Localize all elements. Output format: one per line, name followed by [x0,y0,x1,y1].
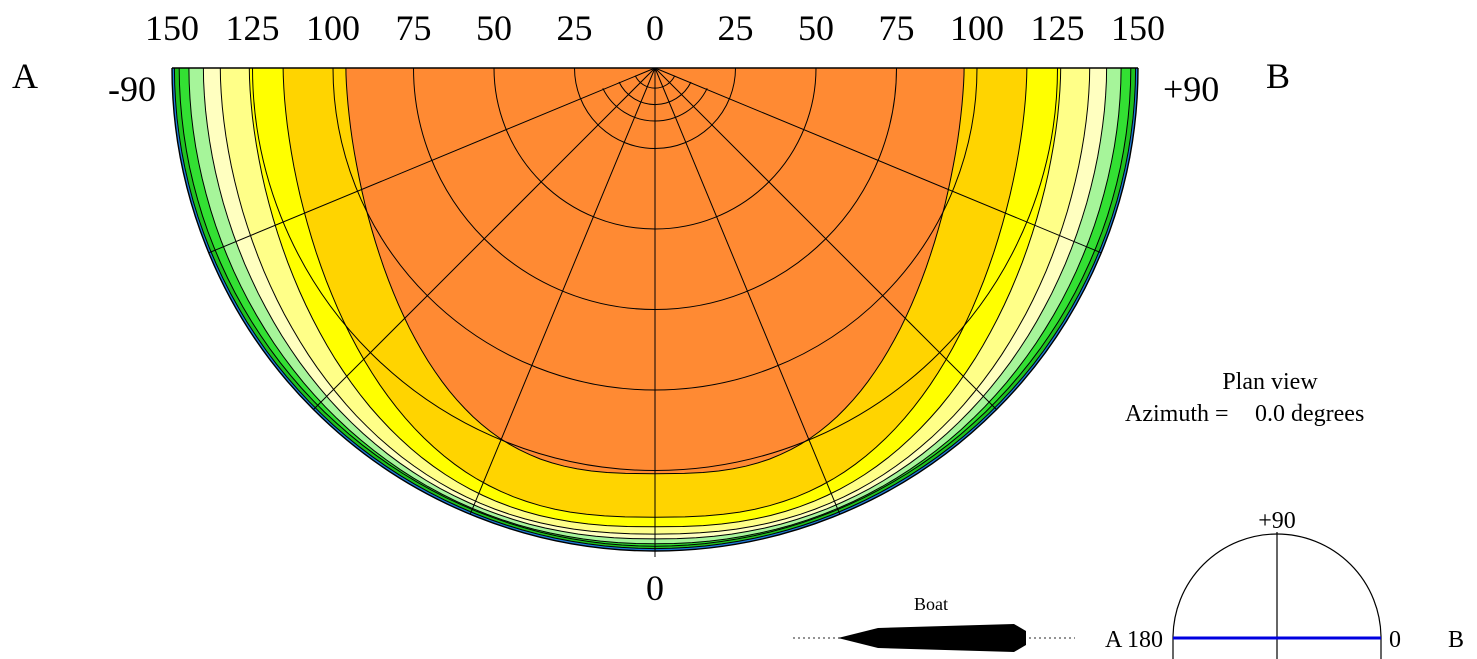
right-angle-label: +90 [1163,69,1219,109]
azimuth-label: Azimuth = [1125,401,1229,427]
angle-spoke [208,67,656,254]
inset-top-label: +90 [1258,508,1296,534]
contour-line-3 [188,67,1122,545]
boat-label: Boat [914,594,948,614]
polar-coverage-plot [171,67,1139,557]
angle-spoke [654,67,841,515]
range-tick-label: 100 [950,8,1004,48]
range-tick-label: 125 [1031,8,1085,48]
contour-line-2 [178,67,1132,547]
contour-line-4 [202,67,1108,540]
bottom-angle-label: 0 [646,568,664,608]
range-tick-label: 50 [476,8,512,48]
angle-spoke [313,67,656,410]
side-b-label: B [1266,56,1290,96]
range-tick-label: 125 [226,8,280,48]
inset-left-label: A 180 [1105,627,1163,653]
contour-line-8 [345,67,965,475]
range-tick-label: 25 [718,8,754,48]
range-tick-label: 0 [646,8,664,48]
boat-hull [838,624,1026,652]
angle-spoke [654,67,997,410]
range-tick-label: 25 [557,8,593,48]
range-tick-label: 150 [145,8,199,48]
range-tick-label: 75 [396,8,432,48]
side-a-label: A [12,56,38,96]
orientation-inset: +90 A 180 0 B [1105,508,1464,659]
range-tick-label: 100 [306,8,360,48]
inset-right-label: 0 [1389,627,1401,653]
contour-line-6 [248,67,1062,528]
angle-spoke [469,67,656,515]
contour-line-1 [173,67,1137,550]
azimuth-value: 0.0 degrees [1255,401,1364,427]
polar-grid [171,67,1139,557]
range-tick-label: 75 [879,8,915,48]
contour-line-5 [219,67,1091,535]
range-tick-label: 50 [798,8,834,48]
angle-spoke [654,67,1102,254]
range-tick-label: 150 [1111,8,1165,48]
plan-view-title: Plan view [1222,369,1318,395]
contour-line-7 [282,67,1028,518]
inset-side-label: B [1448,627,1464,653]
range-tick-labels: 150 125 100 75 50 25 0 25 50 75 100 125 150 [145,8,1165,48]
boat-diagram: Boat [793,594,1075,652]
left-angle-label: -90 [108,69,156,109]
